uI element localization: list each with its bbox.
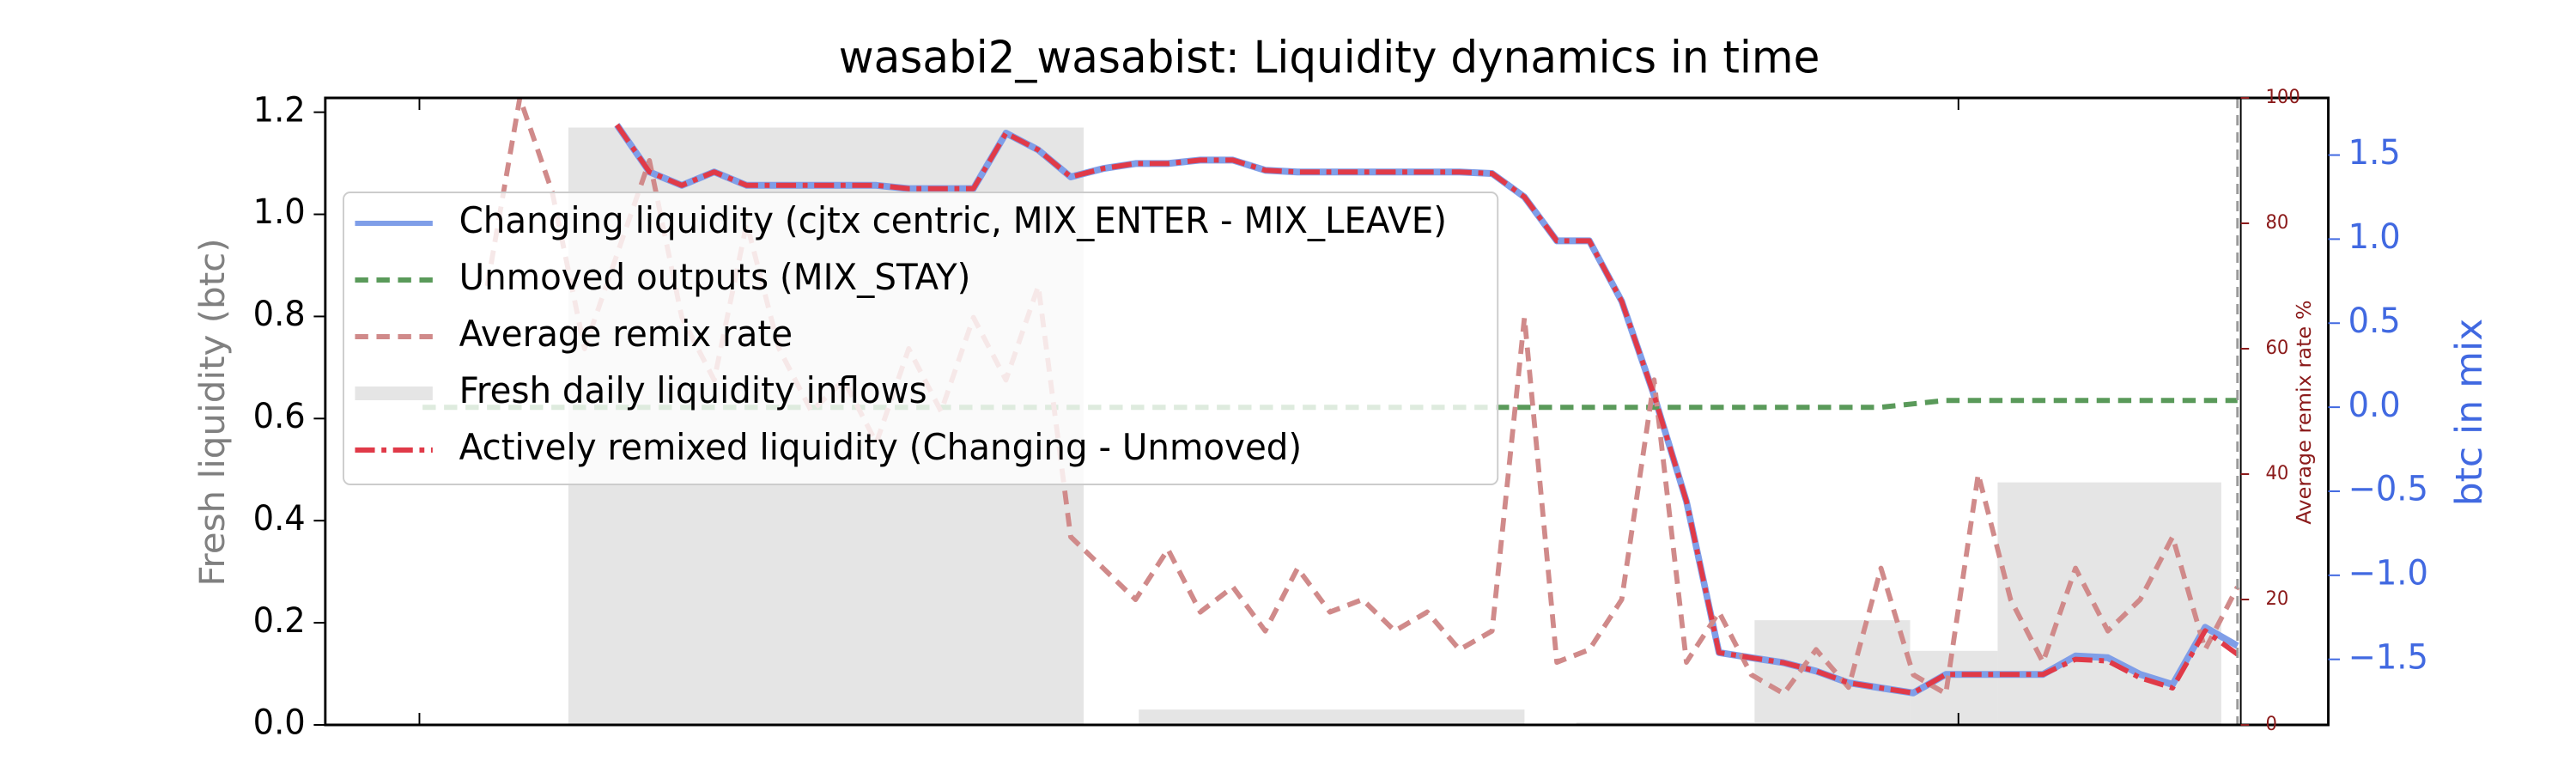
legend-label: Changing liquidity (cjtx centric, MIX_EN…	[459, 199, 1447, 241]
y3-tick-label: 0.0	[2348, 386, 2401, 425]
y2-tick-label: 60	[2265, 338, 2288, 359]
bar	[1754, 620, 1911, 725]
bar	[1139, 709, 1525, 725]
y-tick-label: 1.2	[253, 91, 306, 131]
legend: Changing liquidity (cjtx centric, MIX_EN…	[343, 192, 1499, 485]
y3-tick-label: −1.0	[2348, 554, 2428, 593]
y2-tick-label: 80	[2265, 212, 2288, 234]
y2-tick-label: 40	[2265, 463, 2288, 484]
y3-tick-label: −0.5	[2348, 470, 2428, 509]
y-tick-label: 1.0	[253, 193, 306, 233]
y-tick-label: 0.8	[253, 295, 306, 334]
y2-tick-label: 0	[2265, 714, 2276, 735]
legend-label: Actively remixed liquidity (Changing - U…	[459, 426, 1303, 468]
y-tick-label: 0.4	[253, 499, 306, 539]
y-tick-label: 0.6	[253, 397, 306, 436]
chart-title: wasabi2_wasabist: Liquidity dynamics in …	[839, 32, 1820, 83]
y2-tick-label: 100	[2265, 87, 2300, 108]
legend-label: Fresh daily liquidity inflows	[459, 369, 927, 411]
y-axis-label: Fresh liquidity (btc)	[192, 238, 233, 586]
axes: 0.0 0.2 0.4 0.6 0.8 1.0 1.2 0 20 40 60 80 100 −1.5 −1.…	[253, 87, 2428, 743]
y3-tick-label: 1.0	[2348, 217, 2401, 257]
y-tick-label: 0.0	[253, 703, 306, 743]
y3-tick-label: 1.5	[2348, 134, 2401, 173]
y3-tick-label: 0.5	[2348, 301, 2401, 341]
legend-label: Average remix rate	[459, 313, 793, 355]
legend-label: Unmoved outputs (MIX_STAY)	[459, 256, 971, 298]
y2-axis-label: Average remix rate %	[2292, 300, 2315, 524]
y3-tick-label: −1.5	[2348, 638, 2428, 678]
bar	[1997, 482, 2221, 725]
series-line	[615, 123, 2239, 696]
plot-frame	[324, 96, 2330, 727]
y-tick-label: 0.2	[253, 601, 306, 641]
y2-tick-label: 20	[2265, 588, 2288, 610]
y3-axis-label: btc in mix	[2449, 319, 2491, 507]
legend-box	[343, 192, 1499, 485]
legend-swatch	[355, 386, 433, 400]
